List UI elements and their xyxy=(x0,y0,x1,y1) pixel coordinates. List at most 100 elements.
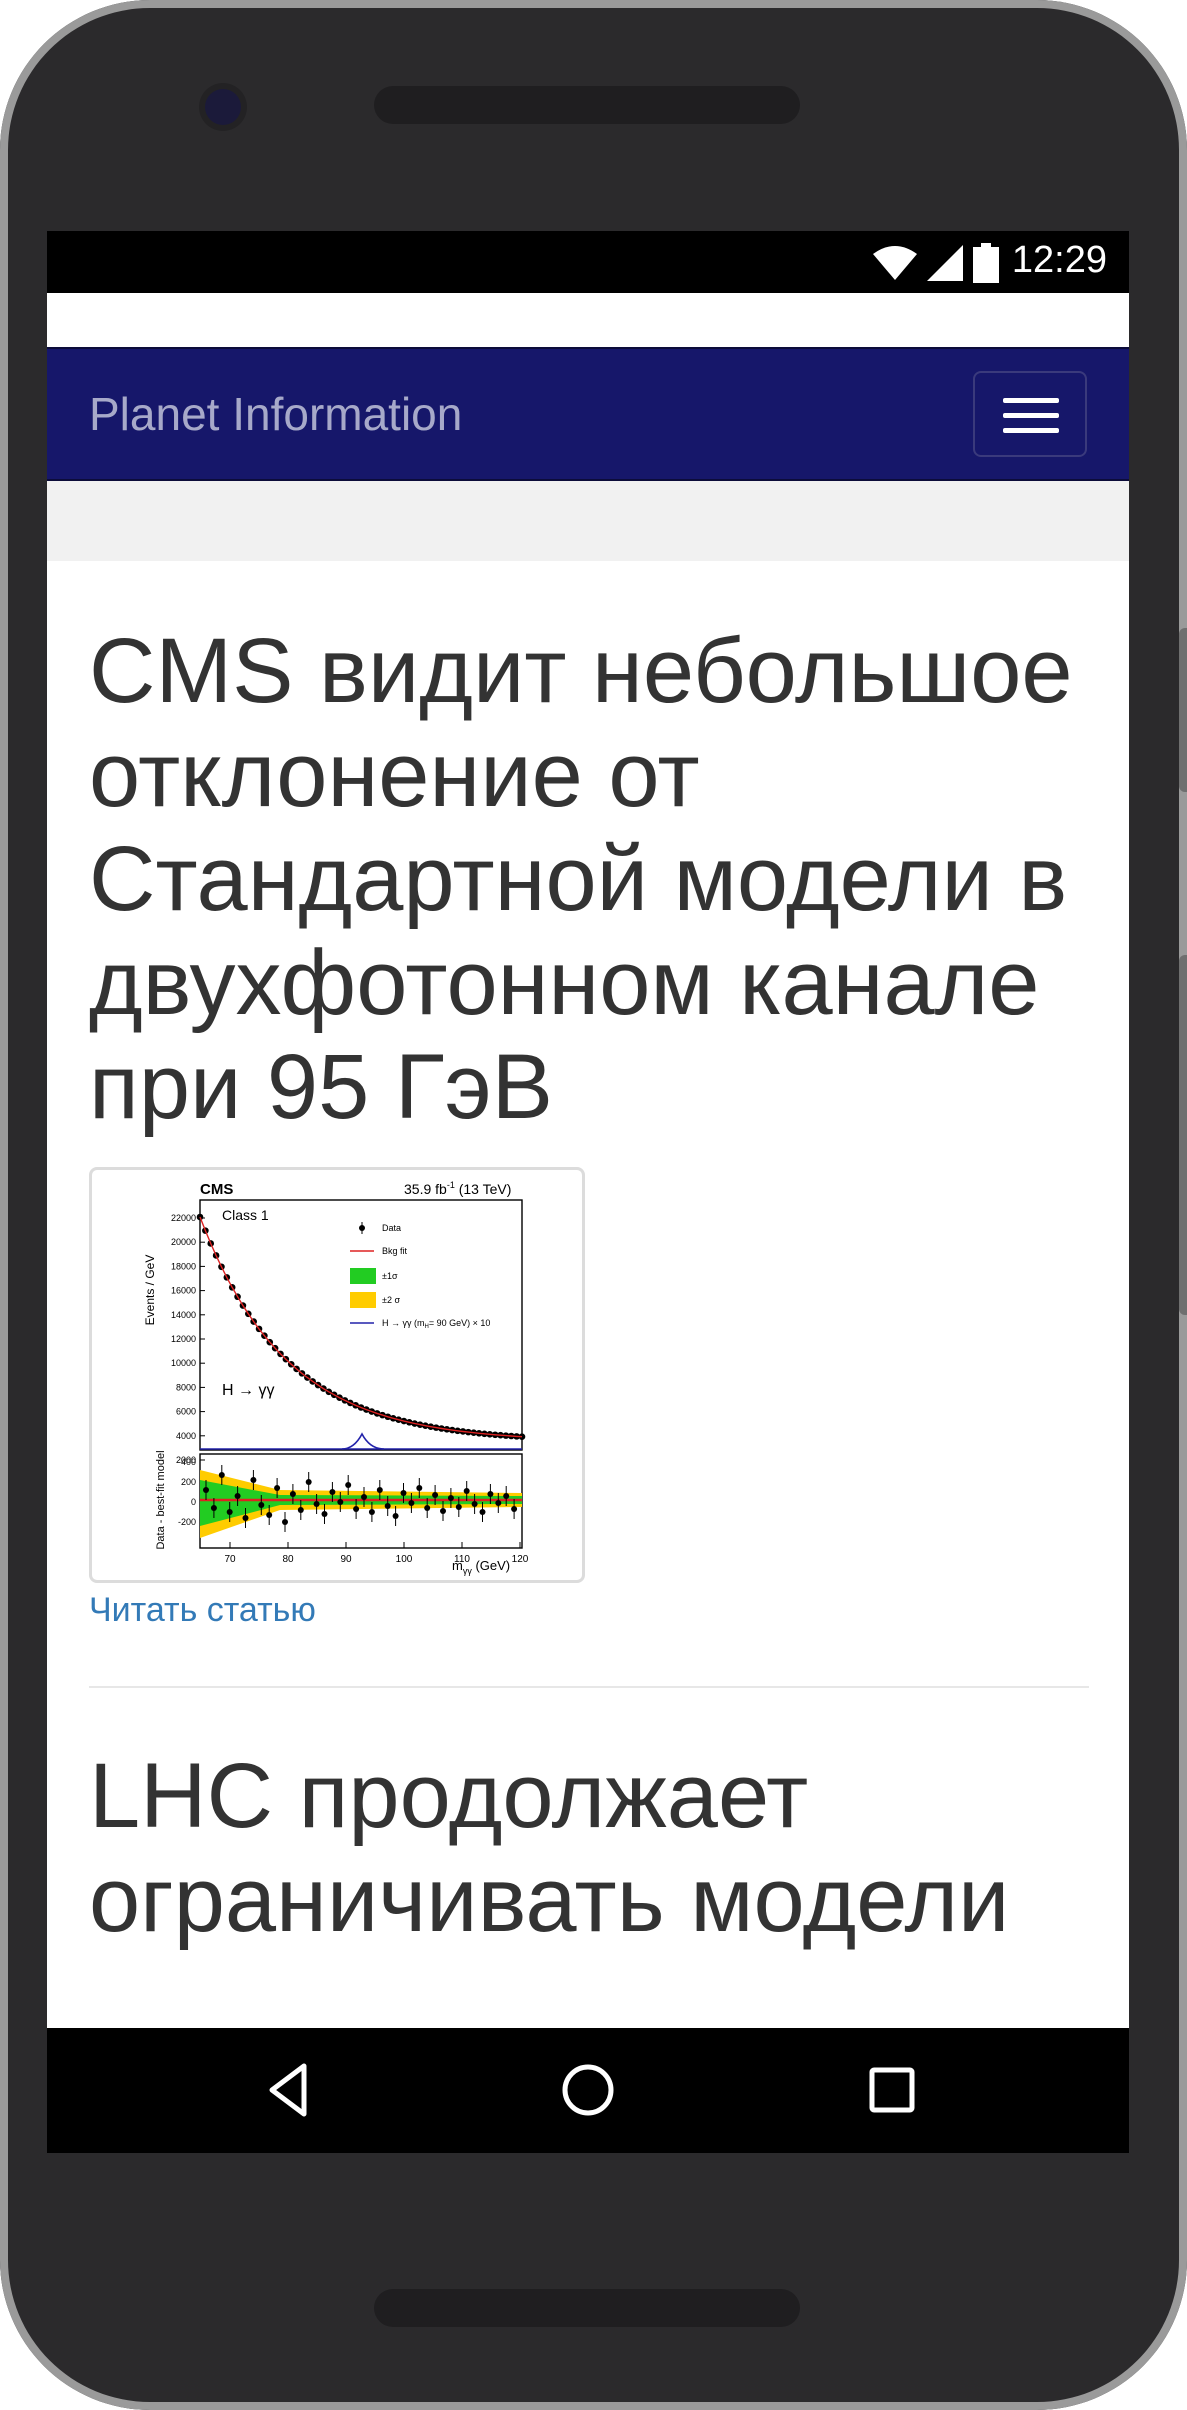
article-thumbnail[interactable]: CMS 35.9 fb-1 (13 TeV) Class 1 H → γγ Ev… xyxy=(89,1167,585,1583)
plot-image: CMS 35.9 fb-1 (13 TeV) Class 1 H → γγ Ev… xyxy=(143,1180,529,1576)
residual-point xyxy=(305,1479,312,1485)
article-divider xyxy=(89,1686,1089,1688)
residual-point xyxy=(368,1509,375,1515)
plot-lumi: 35.9 fb-1 (13 TeV) xyxy=(404,1180,511,1197)
residual-point xyxy=(495,1500,502,1506)
legend-band1: ±1σ xyxy=(382,1271,398,1281)
process-label: H → γγ xyxy=(222,1382,274,1399)
front-camera xyxy=(205,89,241,125)
status-icons xyxy=(873,241,999,285)
legend-bkg: Bkg fit xyxy=(382,1246,408,1256)
band-1sigma xyxy=(200,1480,522,1526)
residual-point xyxy=(353,1506,360,1512)
y-tick-label-top: 2000 xyxy=(176,1455,196,1465)
legend-band2-swatch xyxy=(350,1292,376,1308)
article-title: CMS видит небольшое отклонение от Станда… xyxy=(89,620,1073,1138)
brand-link[interactable]: Planet Information xyxy=(89,388,463,440)
residual-point xyxy=(313,1501,320,1507)
residual-point xyxy=(440,1508,446,1514)
residual-point xyxy=(392,1513,399,1519)
signal-line xyxy=(341,1432,385,1450)
y-tick-label-top: 20000 xyxy=(171,1237,196,1247)
menu-toggle-button[interactable] xyxy=(973,371,1087,457)
y-axis-label-top: Events / GeV xyxy=(143,1255,157,1326)
residual-point xyxy=(479,1509,486,1515)
residual-point xyxy=(455,1504,462,1510)
home-icon[interactable] xyxy=(558,2060,618,2120)
earpiece-speaker xyxy=(374,86,800,124)
y-axis-label-bottom: Data - best-fit model xyxy=(155,1450,167,1549)
residual-point xyxy=(471,1501,478,1507)
bottom-speaker xyxy=(374,2289,800,2327)
residual-point xyxy=(282,1519,288,1525)
residual-point xyxy=(329,1489,336,1495)
class-label: Class 1 xyxy=(222,1207,269,1223)
site-navbar: Planet Information xyxy=(47,347,1129,481)
hamburger-bar-icon xyxy=(1003,428,1059,433)
residual-point xyxy=(503,1493,510,1499)
residual-point xyxy=(289,1491,296,1497)
y-tick-label-top: 4000 xyxy=(176,1431,196,1441)
legend-signal: H → γγ (mH= 90 GeV) × 10 xyxy=(382,1318,490,1330)
x-tick-label: 120 xyxy=(512,1554,529,1565)
recents-icon[interactable] xyxy=(862,2060,922,2120)
y-tick-label-top: 12000 xyxy=(171,1334,196,1344)
residual-point xyxy=(266,1512,273,1518)
residual-point xyxy=(218,1472,225,1478)
y-tick-label-top: 10000 xyxy=(171,1358,196,1368)
hamburger-bar-icon xyxy=(1003,398,1059,403)
legend: Data Bkg fit ±1σ ±2 σ H → γγ (mH= 90 GeV… xyxy=(350,1222,490,1330)
data-point xyxy=(196,1213,204,1221)
plot-experiment: CMS xyxy=(200,1181,233,1198)
residual-point xyxy=(487,1491,494,1497)
y-tick-label-top: 22000 xyxy=(171,1213,196,1223)
power-button[interactable] xyxy=(1179,628,1187,792)
residual-point xyxy=(337,1499,344,1505)
x-tick-label: 70 xyxy=(224,1554,236,1565)
residual-point xyxy=(210,1505,217,1511)
article-title: LHC продолжает ограничивать модели xyxy=(89,1745,1010,1951)
y-tick-label-top: 18000 xyxy=(171,1261,196,1271)
residual-point xyxy=(384,1503,391,1509)
back-icon[interactable] xyxy=(260,2060,320,2120)
top-strip xyxy=(47,293,1129,347)
y-tick-label-bottom: 200 xyxy=(181,1477,196,1487)
bkg-fit-line xyxy=(199,1216,523,1438)
residual-point xyxy=(463,1488,470,1494)
residual-point xyxy=(297,1507,304,1513)
residual-point xyxy=(321,1511,328,1517)
x-tick-label: 100 xyxy=(396,1554,413,1565)
x-tick-label: 110 xyxy=(454,1554,470,1565)
screen: 12:29 Planet Information CMS видит небол… xyxy=(47,231,1129,2153)
y-tick-label-top: 16000 xyxy=(171,1286,196,1296)
y-tick-label-top: 14000 xyxy=(171,1310,196,1320)
wifi-icon xyxy=(873,246,917,280)
jumbotron-band xyxy=(47,481,1129,561)
residual-point xyxy=(203,1487,209,1493)
x-axis-label: mγγ (GeV) xyxy=(452,1558,510,1576)
residual-point xyxy=(345,1482,352,1488)
residual-point xyxy=(234,1493,241,1499)
y-tick-label-bottom: -200 xyxy=(178,1517,196,1527)
x-tick-label: 90 xyxy=(340,1554,352,1565)
y-tick-label-bottom: 400 xyxy=(181,1457,196,1467)
residual-point xyxy=(432,1492,439,1498)
article-list: CMS видит небольшое отклонение от Станда… xyxy=(89,561,1089,1952)
legend-data: Data xyxy=(382,1223,401,1233)
residual-point xyxy=(226,1509,233,1515)
residual-point xyxy=(416,1485,423,1491)
residual-point xyxy=(447,1495,454,1501)
residual-point xyxy=(242,1515,249,1521)
read-article-link[interactable]: Читать статью xyxy=(89,1591,316,1629)
data-point xyxy=(518,1433,526,1441)
volume-rocker[interactable] xyxy=(1179,955,1187,1315)
top-panel-frame xyxy=(199,1199,523,1451)
residual-point xyxy=(274,1485,281,1491)
residual-point xyxy=(250,1477,257,1483)
status-time: 12:29 xyxy=(1011,239,1107,281)
android-nav-bar xyxy=(47,2028,1129,2153)
residual-point xyxy=(258,1502,265,1508)
status-bar: 12:29 xyxy=(47,231,1129,293)
y-tick-label-bottom: 0 xyxy=(191,1497,196,1507)
